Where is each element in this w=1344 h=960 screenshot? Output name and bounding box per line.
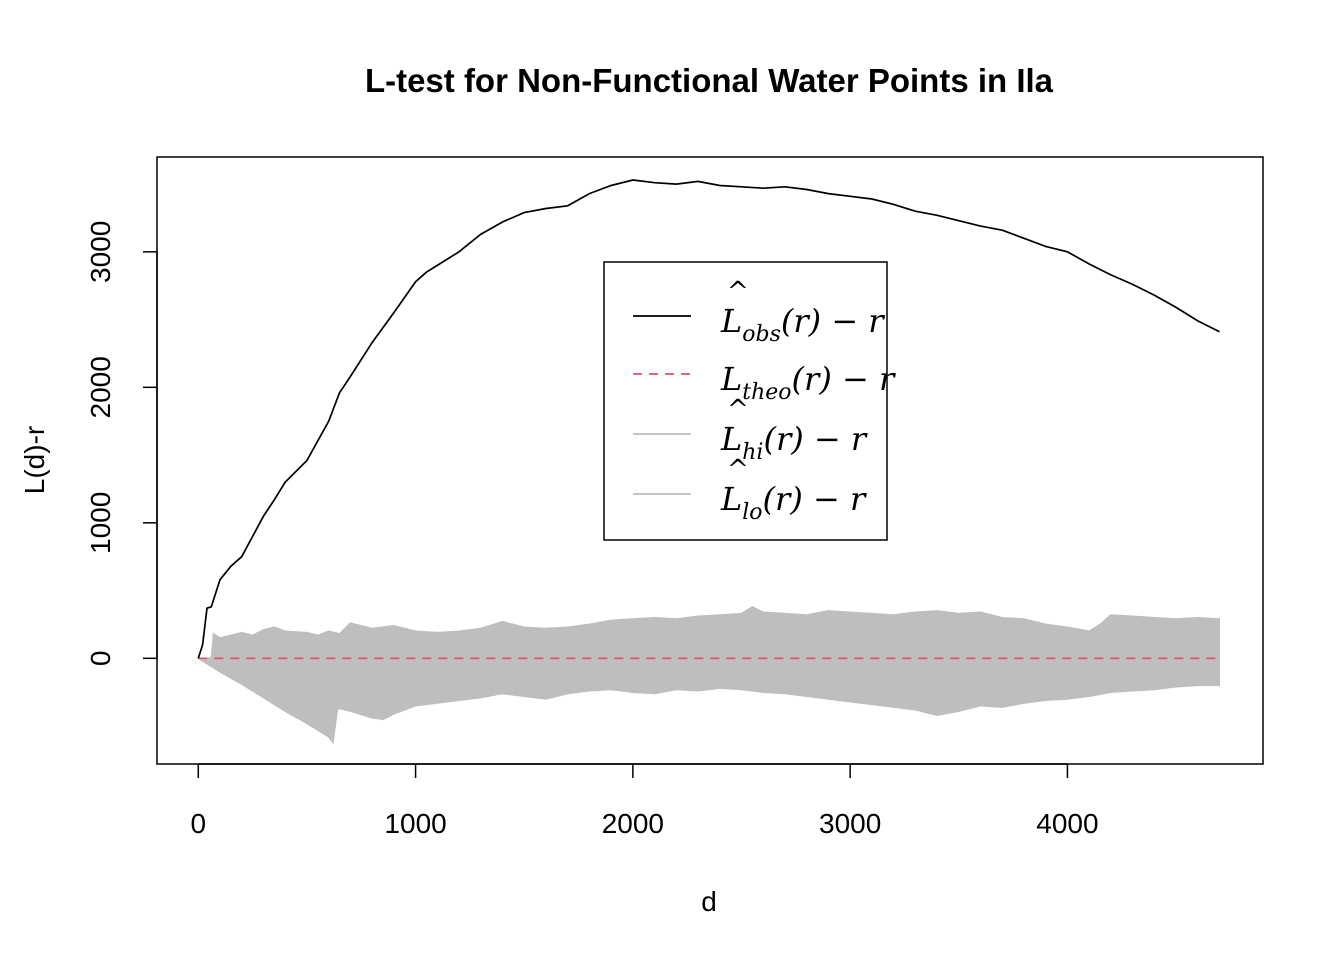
y-tick-label: 3000	[85, 221, 116, 283]
series-layer	[197, 179, 1220, 660]
lower-envelope-line	[197, 657, 1220, 745]
x-tick-label: 4000	[1036, 808, 1098, 839]
y-axis: 0 1000 2000 3000	[85, 221, 158, 667]
legend-hat: ^	[727, 277, 749, 307]
legend-hat: ^	[727, 455, 749, 485]
y-tick-label: 0	[85, 651, 116, 667]
x-tick-label: 1000	[384, 808, 446, 839]
x-tick-label: 0	[190, 808, 206, 839]
legend-label-theo: Ltheo(r) − r	[720, 360, 896, 405]
legend-label-obs: Lobs(r) − r	[720, 302, 885, 347]
x-axis-title: d	[701, 886, 717, 917]
y-tick-label: 1000	[85, 492, 116, 554]
envelope-layer	[196, 605, 1220, 745]
x-axis: 0 1000 2000 3000 4000	[190, 763, 1099, 839]
y-axis-title: L(d)-r	[19, 426, 50, 494]
upper-envelope-line	[198, 605, 1220, 660]
chart-title: L-test for Non-Functional Water Points i…	[365, 62, 1054, 99]
x-tick-label: 3000	[819, 808, 881, 839]
legend-label-hi: Lhi(r) − r	[720, 420, 868, 465]
y-tick-label: 2000	[85, 356, 116, 418]
x-tick-label: 2000	[602, 808, 664, 839]
observed-line	[197, 179, 1220, 659]
legend-label-lo: Llo(r) − r	[720, 480, 867, 525]
legend-hat: ^	[727, 395, 749, 425]
